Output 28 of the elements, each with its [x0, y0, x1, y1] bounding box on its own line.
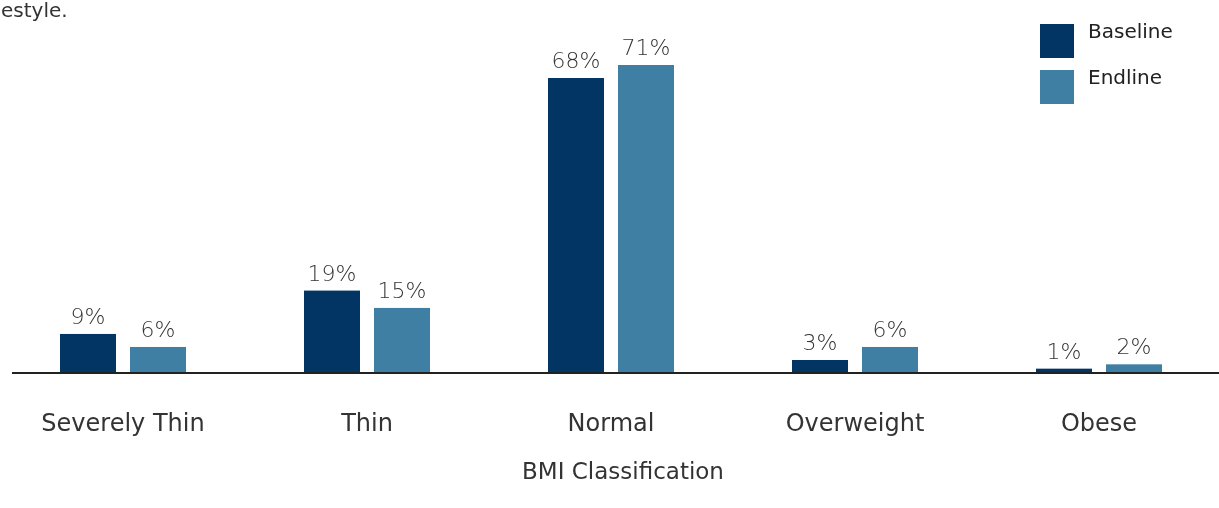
bar	[374, 307, 430, 373]
x-tick-label: Severely Thin	[41, 409, 205, 437]
data-label: 15%	[377, 277, 427, 303]
bar	[862, 346, 918, 373]
bar	[548, 78, 604, 373]
data-label: 19%	[307, 260, 357, 286]
bar	[130, 346, 186, 373]
data-label: 9%	[70, 303, 106, 329]
legend-label: Baseline	[1088, 19, 1173, 43]
bar	[792, 359, 848, 373]
bar	[1106, 364, 1162, 373]
data-label: 1%	[1046, 338, 1082, 364]
bar	[304, 290, 360, 373]
x-tick-label: Thin	[340, 409, 393, 437]
x-tick-label: Overweight	[785, 409, 925, 437]
data-label: 6%	[872, 316, 908, 342]
data-label: 71%	[621, 35, 671, 60]
bar	[618, 65, 674, 373]
data-label: 6%	[140, 316, 176, 342]
data-label: 2%	[1116, 334, 1152, 360]
x-tick-label: Obese	[1060, 409, 1138, 437]
x-tick-label: Normal	[567, 409, 655, 437]
data-label: 3%	[802, 329, 838, 355]
bar	[60, 333, 116, 373]
x-axis-title: BMI Classification	[522, 458, 724, 484]
legend-label: Endline	[1088, 65, 1163, 89]
text: estyle.	[1, 0, 68, 22]
data-label: 68%	[551, 48, 601, 74]
